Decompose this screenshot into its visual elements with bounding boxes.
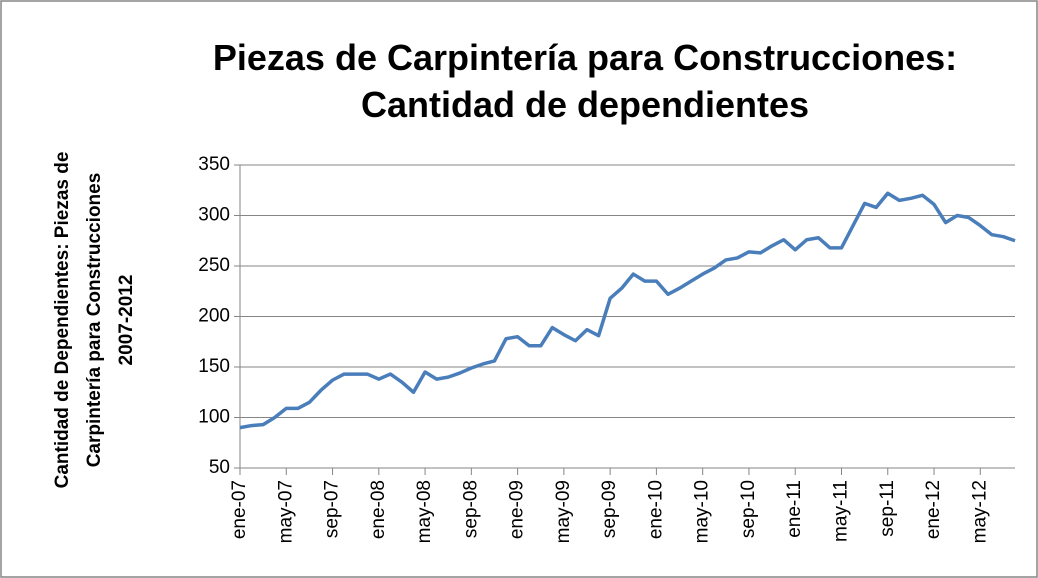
- x-tick-label: sep-11: [877, 480, 898, 537]
- x-tick-label: may-10: [692, 480, 713, 543]
- y-tick-label: 150: [198, 356, 230, 377]
- x-tick-label: sep-07: [322, 480, 343, 538]
- y-axis-label-line: Cantidad de Dependientes: Piezas de: [52, 152, 73, 489]
- y-tick-label: 350: [198, 154, 230, 175]
- x-tick-label: ene-09: [507, 480, 528, 539]
- x-tick-label: sep-08: [460, 480, 481, 538]
- y-axis-label-line: Carpintería para Construcciones: [84, 173, 105, 468]
- x-tick-label: ene-10: [645, 480, 666, 539]
- chart-title: Piezas de Carpintería para Construccione…: [213, 37, 957, 78]
- line-series: [239, 191, 1016, 430]
- x-tick-label: sep-09: [599, 480, 620, 538]
- x-tick-label: may-11: [831, 480, 852, 542]
- y-tick-label: 100: [198, 407, 230, 428]
- x-tick-label: ene-07: [229, 480, 250, 539]
- x-tick-label: ene-12: [923, 480, 944, 539]
- y-tick-label: 50: [209, 457, 230, 478]
- y-axis-label-line: 2007-2012: [116, 275, 137, 366]
- x-tick-label: may-09: [553, 480, 574, 543]
- y-tick-label: 200: [198, 306, 230, 327]
- x-tick-label: may-08: [414, 480, 435, 543]
- x-tick-label: ene-11: [784, 480, 805, 538]
- chart-title: Cantidad de dependientes: [361, 84, 809, 125]
- y-axis-label: Cantidad de Dependientes: Piezas de Carp…: [52, 152, 137, 489]
- y-tick-label: 300: [198, 205, 230, 226]
- x-tick-label: sep-10: [738, 480, 759, 538]
- x-tick-label: may-12: [969, 480, 990, 543]
- x-tick-label: ene-08: [368, 480, 389, 539]
- y-tick-label: 250: [198, 255, 230, 276]
- x-tick-label: may-07: [275, 480, 296, 543]
